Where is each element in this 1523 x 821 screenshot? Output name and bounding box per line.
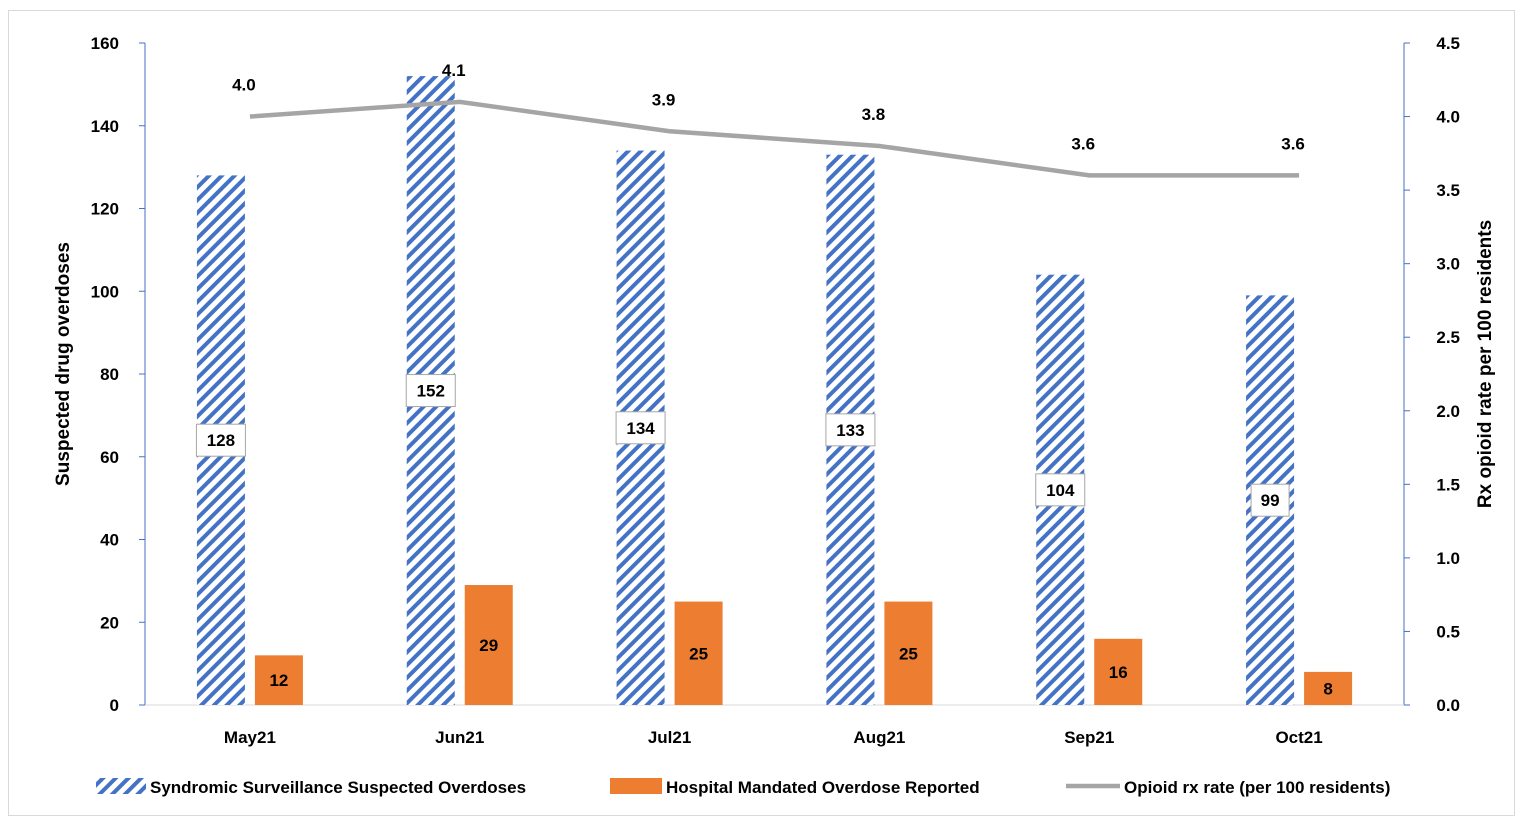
hospital-bar [884, 601, 933, 705]
hospital-data-label: 16 [1109, 663, 1128, 682]
legend-label-syndromic: Syndromic Surveillance Suspected Overdos… [150, 778, 526, 797]
right-axis-tick-label: 1.5 [1436, 475, 1460, 494]
hospital-bar [1094, 638, 1143, 705]
right-axis-tick-label: 4.0 [1436, 108, 1460, 127]
right-axis-title: Rx opioid rate per 100 residents [1475, 220, 1496, 508]
syndromic-label-box [1035, 473, 1086, 507]
opioid-rate-data-label: 4.1 [442, 61, 466, 80]
left-axis-tick-label: 60 [100, 448, 119, 467]
syndromic-data-label: 99 [1261, 491, 1280, 510]
right-axis-tick-label: 3.5 [1436, 181, 1460, 200]
left-axis-tick-label: 160 [91, 34, 119, 53]
left-axis-tick-label: 100 [91, 282, 119, 301]
right-axis-tick-label: 0.5 [1436, 622, 1460, 641]
opioid-rate-data-label: 4.0 [232, 76, 256, 95]
x-axis-tick-label: May21 [224, 728, 276, 747]
left-axis-tick-label: 20 [100, 613, 119, 632]
x-axis-tick-label: Jul21 [648, 728, 691, 747]
hospital-bar [254, 655, 303, 705]
hospital-bar [464, 585, 513, 705]
hospital-data-label: 25 [689, 644, 708, 663]
opioid-rate-line [249, 99, 1300, 178]
left-axis-tick-label: 40 [100, 531, 119, 550]
left-axis-tick-label: 0 [110, 696, 119, 715]
hospital-data-label: 8 [1323, 679, 1332, 698]
legend-label-opioid-rate: Opioid rx rate (per 100 residents) [1124, 778, 1390, 797]
right-axis-tick-label: 0.0 [1436, 696, 1460, 715]
legend-label-hospital: Hospital Mandated Overdose Reported [666, 778, 980, 797]
opioid-rate-data-label: 3.8 [862, 105, 886, 124]
x-axis-tick-label: Jun21 [435, 728, 484, 747]
syndromic-label-box [1250, 483, 1290, 517]
legend-item-syndromic: Syndromic Surveillance Suspected Overdos… [96, 778, 526, 797]
right-axis-tick-label: 3.0 [1436, 255, 1460, 274]
opioid-rate-data-label: 3.6 [1071, 134, 1095, 153]
legend-item-hospital: Hospital Mandated Overdose Reported [610, 778, 980, 797]
right-axis-tick-label: 4.5 [1436, 34, 1460, 53]
syndromic-label-box [195, 423, 246, 457]
hospital-data-label: 12 [269, 671, 288, 690]
left-axis-tick-label: 140 [91, 117, 119, 136]
syndromic-data-label: 133 [836, 421, 864, 440]
x-axis-tick-label: Oct21 [1275, 728, 1322, 747]
x-axis-tick-label: Aug21 [853, 728, 905, 747]
hospital-bar [1304, 671, 1353, 705]
opioid-rate-data-label: 3.6 [1281, 134, 1305, 153]
syndromic-label-box [405, 374, 456, 408]
syndromic-data-label: 128 [207, 431, 235, 450]
hospital-data-label: 25 [899, 644, 918, 663]
right-axis-tick-label: 2.5 [1436, 328, 1460, 347]
syndromic-data-label: 152 [417, 382, 445, 401]
legend-swatch-hospital [610, 778, 662, 794]
right-axis-tick-label: 1.0 [1436, 549, 1460, 568]
syndromic-data-label: 104 [1046, 481, 1075, 500]
x-axis-tick-label: Sep21 [1064, 728, 1114, 747]
right-axis-tick-label: 2.0 [1436, 402, 1460, 421]
syndromic-label-box [615, 411, 666, 445]
legend-item-opioid-rate: Opioid rx rate (per 100 residents) [1066, 778, 1390, 797]
syndromic-data-label: 134 [626, 419, 655, 438]
legend-swatch-syndromic [96, 778, 146, 794]
hospital-data-label: 29 [479, 636, 498, 655]
syndromic-label-box [825, 413, 876, 447]
left-axis-tick-label: 80 [100, 365, 119, 384]
left-axis-title: Suspected drug overdoses [53, 242, 74, 486]
left-axis-tick-label: 120 [91, 200, 119, 219]
opioid-rate-data-label: 3.9 [652, 90, 676, 109]
hospital-bar [674, 601, 723, 705]
